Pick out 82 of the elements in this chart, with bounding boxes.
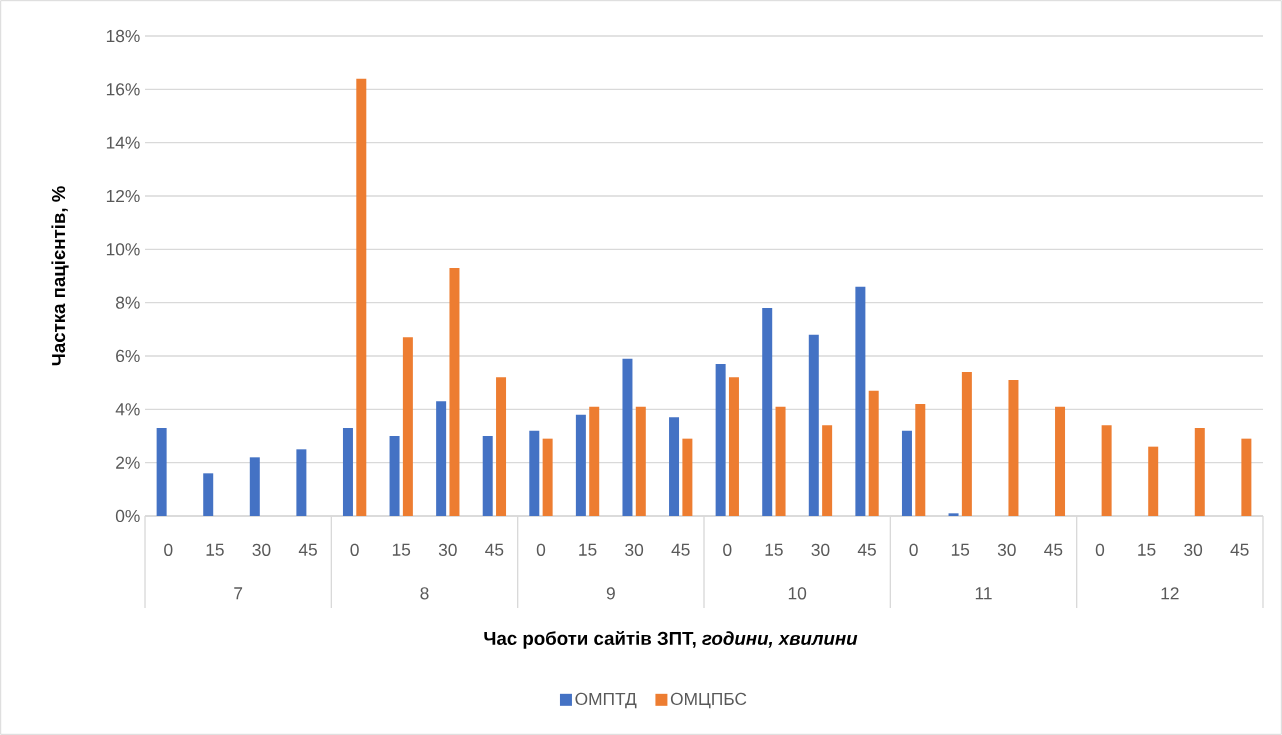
- y-tick-label: 4%: [115, 403, 140, 416]
- y-tick-label: 10%: [106, 243, 140, 256]
- x-axis-title: Час роботи сайтів ЗПТ, години, хвилини: [484, 630, 858, 649]
- y-axis-title: Частка пацієнтів, %: [51, 186, 69, 366]
- bar: [1194, 427, 1205, 516]
- x-tick-label: 15: [951, 543, 970, 556]
- x-tick-label: 0: [909, 543, 918, 556]
- x-tick-label: 15: [206, 543, 224, 556]
- y-tick-label: 2%: [116, 456, 140, 469]
- x-tick-label: 45: [671, 543, 690, 556]
- bar: [728, 377, 739, 516]
- text: 7: [234, 587, 243, 600]
- text: 9: [606, 587, 615, 600]
- x-tick-label: 30: [625, 543, 644, 556]
- x-tick-label: 45: [857, 543, 876, 556]
- x-tick-label: 30: [997, 543, 1016, 556]
- text: 11: [975, 587, 992, 600]
- bar: [669, 417, 680, 516]
- bar: [156, 427, 167, 516]
- y-tick-label: 16%: [106, 83, 140, 96]
- x-tick-label: 0: [350, 543, 359, 556]
- bar: [1148, 446, 1159, 516]
- x-tick-label: 45: [298, 543, 317, 556]
- bar: [203, 473, 214, 516]
- bar: [575, 414, 586, 516]
- bar: [822, 425, 833, 516]
- bar: [901, 430, 912, 516]
- legend-label: ОМЦПБС: [670, 692, 747, 709]
- bar: [482, 435, 493, 516]
- bar: [389, 435, 400, 516]
- bar: [542, 438, 553, 516]
- x-tick-label: 45: [1044, 543, 1063, 556]
- bar: [402, 337, 413, 516]
- bar: [1055, 406, 1066, 516]
- x-tick-label: 15: [579, 543, 597, 556]
- bar: [961, 371, 972, 516]
- x-tick-label: 15: [765, 543, 783, 556]
- bar: [868, 390, 879, 516]
- bar: [855, 286, 866, 516]
- y-tick-label: 14%: [106, 136, 140, 149]
- bar: [589, 406, 600, 516]
- bar: [775, 406, 786, 516]
- bar: [436, 401, 447, 516]
- bar: [762, 307, 773, 516]
- text: 12: [1161, 587, 1179, 600]
- bar: [1008, 379, 1019, 516]
- x-tick-label: 0: [1095, 543, 1105, 556]
- x-tick-label: 45: [1230, 543, 1249, 556]
- text: 10: [788, 587, 807, 600]
- bar: [342, 427, 353, 516]
- x-tick-label: 0: [536, 543, 546, 556]
- x-tick-label: 30: [811, 543, 830, 556]
- bar: [529, 430, 540, 516]
- bar: [1101, 425, 1112, 516]
- bar: [682, 438, 693, 516]
- bar: [496, 377, 507, 516]
- bar: [948, 513, 959, 516]
- y-tick-label: 6%: [116, 349, 140, 363]
- text: 8: [420, 587, 429, 600]
- x-tick-label: 30: [252, 543, 271, 556]
- bar: [622, 358, 633, 516]
- x-tick-label: 45: [485, 543, 504, 556]
- bar: [808, 334, 819, 516]
- bar: [1241, 438, 1252, 516]
- y-tick-label: 12%: [106, 189, 140, 203]
- x-tick-label: 15: [392, 543, 411, 556]
- x-tick-label: 30: [1184, 543, 1203, 556]
- y-tick-label: 18%: [106, 29, 140, 43]
- legend-label: ОМПТД: [575, 692, 637, 709]
- bar: [915, 403, 926, 516]
- y-tick-label: 0%: [115, 509, 140, 523]
- bar: [449, 267, 460, 516]
- bar: [715, 363, 726, 516]
- y-tick-label: 8%: [116, 296, 140, 309]
- bar: [296, 449, 307, 516]
- x-tick-label: 15: [1138, 543, 1156, 556]
- bar: [635, 406, 646, 516]
- bar: [249, 457, 260, 516]
- x-tick-label: 0: [164, 543, 173, 556]
- bar: [356, 78, 367, 516]
- x-tick-label: 0: [723, 543, 732, 556]
- x-tick-label: 30: [438, 543, 457, 556]
